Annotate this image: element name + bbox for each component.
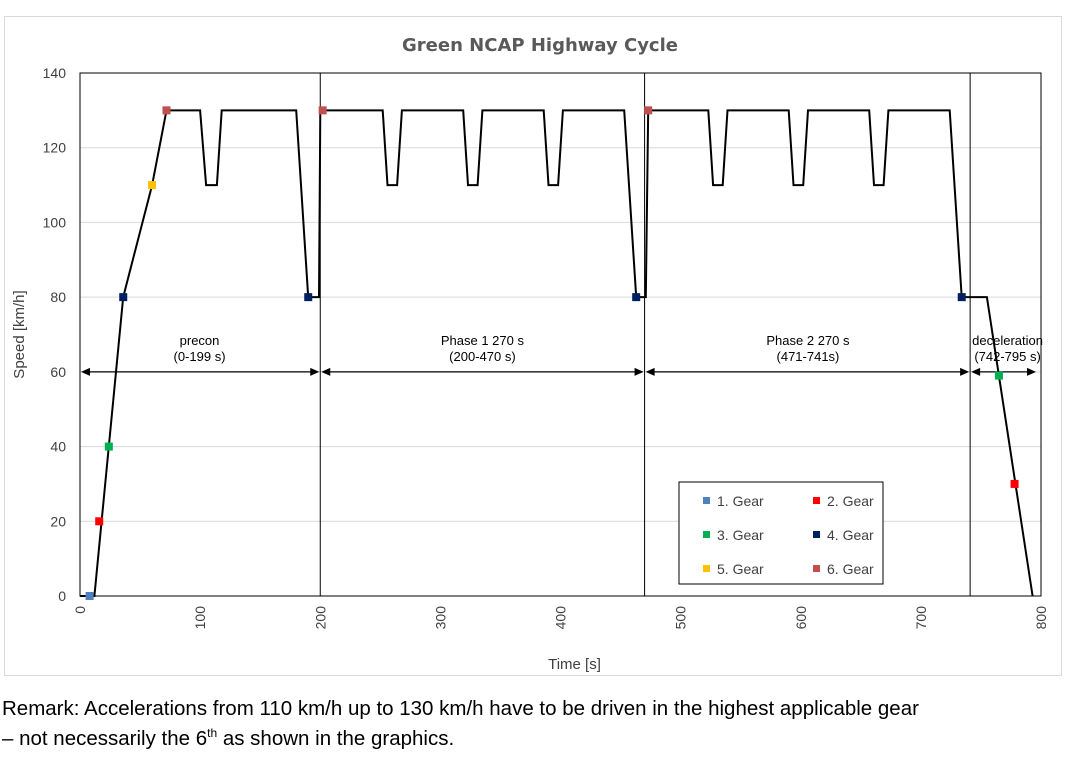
- legend-label: 6. Gear: [827, 561, 874, 577]
- phase-label: Phase 1 270 s: [441, 333, 525, 348]
- phase-range-label: (471-741s): [777, 349, 840, 364]
- phase-range-label: (742-795 s): [974, 349, 1040, 364]
- gear-marker: [644, 106, 653, 115]
- x-tick-label: 500: [673, 606, 689, 630]
- gear-markers: [85, 106, 1019, 600]
- remark-line-2-suffix: as shown in the graphics.: [217, 727, 455, 750]
- chart-frame: [4, 16, 1062, 676]
- remark-line-1: Remark: Accelerations from 110 km/h up t…: [2, 697, 919, 720]
- remark-line-2: – not necessarily the 6th as shown in th…: [2, 724, 1062, 754]
- plot-area-border: [79, 72, 1042, 597]
- legend: 1. Gear 2. Gear 3. Gear 4. Gear 5. Gear 6. Ge…: [678, 481, 884, 585]
- y-tick-label: 140: [43, 65, 67, 81]
- x-tick-label: 400: [553, 606, 569, 630]
- gear-marker: [304, 293, 313, 302]
- phase-arrow-head-left: [971, 367, 981, 376]
- gear-marker: [632, 293, 641, 302]
- gear-marker: [994, 371, 1003, 380]
- legend-swatch: [813, 497, 820, 504]
- gear-marker: [162, 106, 171, 115]
- speed-time-chart: Green NCAP Highway Cycle 0 20 40 60 80 100 120…: [11, 35, 1049, 673]
- phase-arrow-head-left: [645, 367, 655, 376]
- gear-marker: [957, 293, 966, 302]
- phase-label: deceleration: [972, 333, 1043, 348]
- phase-range-label: (200-470 s): [449, 349, 515, 364]
- x-tick-label: 200: [312, 606, 328, 630]
- y-tick-label: 20: [50, 513, 66, 529]
- y-axis-ticks: 0 20 40 60 80 100 120 140: [43, 65, 67, 604]
- speed-series-line: [80, 109, 1034, 597]
- gear-marker: [104, 442, 113, 451]
- x-tick-label: 700: [913, 606, 929, 630]
- phase-range-label: (0-199 s): [174, 349, 226, 364]
- x-axis-label: Time [s]: [548, 656, 601, 673]
- remark-text: Remark: Accelerations from 110 km/h up t…: [2, 694, 1062, 754]
- gear-marker: [318, 106, 327, 115]
- x-axis-ticks: 0 100 200 300 400 500 600 700 800: [72, 606, 1049, 630]
- remark-line-2-prefix: – not necessarily the 6: [2, 727, 208, 750]
- chart-title: Green NCAP Highway Cycle: [402, 35, 678, 56]
- legend-swatch: [813, 565, 820, 572]
- y-axis-label: Speed [km/h]: [11, 290, 28, 378]
- gear-marker: [95, 517, 104, 526]
- phase-arrow-head-left: [81, 367, 90, 376]
- remark-superscript: th: [207, 726, 218, 741]
- phase-arrow-head-right: [960, 367, 970, 376]
- legend-label: 2. Gear: [827, 493, 874, 509]
- legend-swatch: [813, 531, 820, 538]
- y-tick-label: 40: [50, 439, 66, 455]
- x-tick-label: 600: [793, 606, 809, 630]
- phase-arrow-head-left: [321, 367, 331, 376]
- legend-label: 4. Gear: [827, 527, 874, 543]
- phase-label: precon: [180, 333, 220, 348]
- y-tick-label: 120: [43, 140, 67, 156]
- x-tick-label: 100: [192, 606, 208, 630]
- phase-arrow-head-right: [310, 367, 320, 376]
- phase-arrow-head-right: [634, 367, 644, 376]
- y-tick-label: 60: [50, 364, 66, 380]
- gear-marker: [119, 293, 128, 302]
- legend-swatch: [703, 497, 710, 504]
- legend-label: 3. Gear: [717, 527, 764, 543]
- y-tick-label: 0: [58, 588, 66, 604]
- phase-label: Phase 2 270 s: [766, 333, 850, 348]
- phase-arrow-head-right: [1027, 367, 1036, 376]
- x-tick-label: 300: [432, 606, 448, 630]
- legend-label: 5. Gear: [717, 561, 764, 577]
- legend-swatch: [703, 565, 710, 572]
- legend-swatch: [703, 531, 710, 538]
- x-tick-label: 0: [72, 606, 88, 614]
- gear-marker: [85, 592, 94, 600]
- phase-arrows: [81, 367, 1036, 376]
- legend-box: [678, 481, 884, 585]
- x-tick-label: 800: [1033, 606, 1049, 630]
- y-tick-label: 80: [50, 289, 66, 305]
- legend-label: 1. Gear: [717, 493, 764, 509]
- gridlines: [80, 147, 1041, 522]
- phase-labels: precon(0-199 s) Phase 1 270 s(200-470 s) P…: [174, 333, 1043, 364]
- gear-marker: [1010, 479, 1019, 488]
- gear-marker: [148, 181, 157, 190]
- y-tick-label: 100: [43, 214, 67, 230]
